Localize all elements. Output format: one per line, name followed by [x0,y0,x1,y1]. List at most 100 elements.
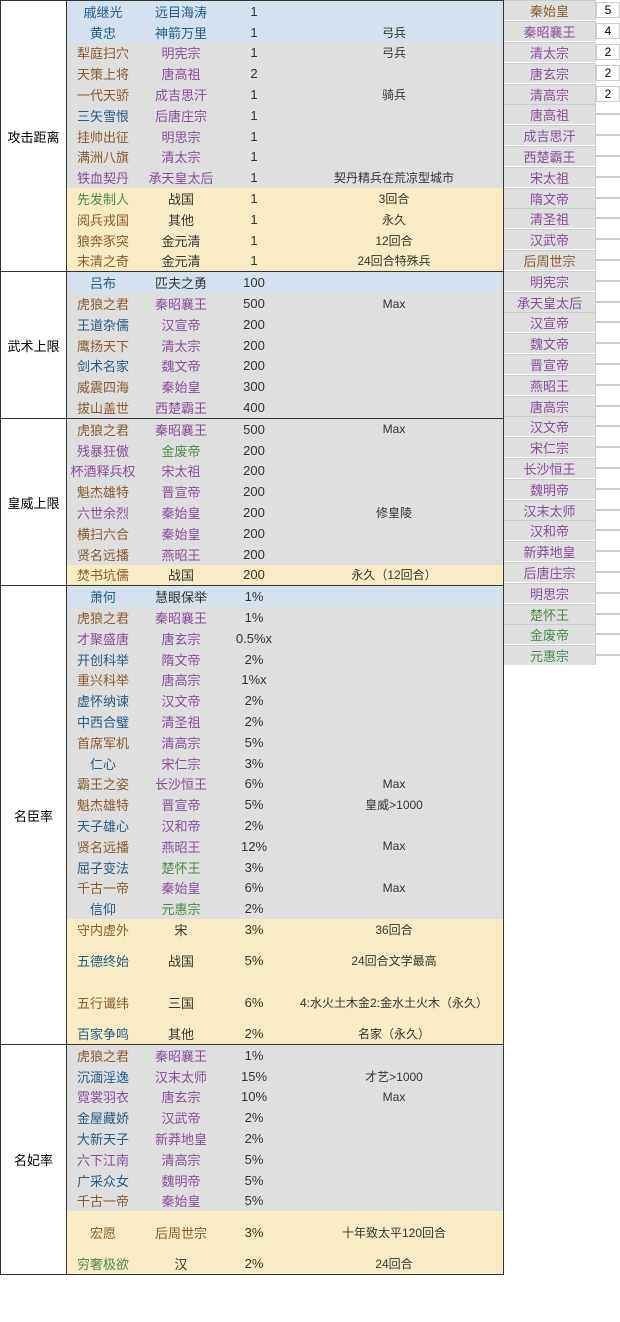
value: 5% [223,797,285,812]
table-row: 穷奢极欲汉2%24回合 [67,1253,503,1274]
value: 200 [223,317,285,332]
source-name: 秦始皇 [139,878,223,897]
skill-name: 萧何 [67,587,139,606]
table-row: 魁杰雄特晋宣帝5%皇威>1000 [67,794,503,815]
side-row: 燕昭王 [504,374,620,395]
side-value [596,384,620,386]
category-label: 武术上限 [1,272,67,418]
value: 400 [223,400,285,415]
side-value [596,529,620,531]
table-row: 守内虚外宋3%36回合 [67,919,503,940]
side-row: 汉武帝 [504,229,620,250]
table-row: 虚怀纳谏汉文帝2% [67,690,503,711]
skill-name: 仁心 [67,754,139,773]
note: Max [285,881,503,895]
skill-name: 魁杰雄特 [67,482,139,501]
table-row: 拔山盖世西楚霸王400 [67,397,503,418]
side-name: 燕昭王 [504,375,596,395]
source-name: 楚怀王 [139,858,223,877]
note: 骑兵 [285,86,503,103]
side-row: 清太宗2 [504,42,620,63]
skill-name: 大新天子 [67,1129,139,1148]
note: 十年致太平120回合 [285,1224,503,1241]
value: 200 [223,338,285,353]
side-row: 汉末太师 [504,499,620,520]
table-row: 狼奔豕突金元清112回合 [67,230,503,251]
value: 3% [223,1225,285,1240]
source-name: 后唐庄宗 [139,106,223,125]
skill-name: 剑术名家 [67,356,139,375]
table-row: 宏愿后周世宗3%十年致太平120回合 [67,1211,503,1253]
skill-name: 虎狼之君 [67,1046,139,1065]
side-value [596,301,620,303]
skill-name: 末清之奇 [67,251,139,270]
side-value [596,509,620,511]
skill-name: 六下江南 [67,1150,139,1169]
value: 1 [223,25,285,40]
side-value [596,654,620,656]
note: Max [285,1090,503,1104]
table-row: 开创科举隋文帝2% [67,649,503,670]
source-name: 明宪宗 [139,43,223,62]
skill-name: 穷奢极欲 [67,1254,139,1273]
skill-name: 宏愿 [67,1223,139,1242]
source-name: 慧眼保举 [139,587,223,606]
value: 200 [223,463,285,478]
value: 1 [223,87,285,102]
source-name: 长沙恒王 [139,774,223,793]
value: 1% [223,1048,285,1063]
skill-name: 六世余烈 [67,503,139,522]
table-row: 吕布匹夫之勇100 [67,272,503,293]
skill-name: 信仰 [67,899,139,918]
note: 24回合特殊兵 [285,252,503,269]
side-row: 唐高宗 [504,395,620,416]
table-row: 魁杰雄特晋宣帝200 [67,481,503,502]
value: 500 [223,296,285,311]
side-row: 楚怀王 [504,603,620,624]
source-name: 秦昭襄王 [139,294,223,313]
table-row: 铁血契丹承天皇太后1契丹精兵在荒凉型城市 [67,167,503,188]
value: 1 [223,212,285,227]
side-name: 清圣祖 [504,208,596,228]
side-value [596,280,620,282]
side-name: 元惠宗 [504,645,596,665]
skill-name: 五行谶纬 [67,993,139,1012]
table-row: 天策上将唐高祖2 [67,63,503,84]
side-name: 汉末太师 [504,500,596,520]
skill-name: 屈子变法 [67,858,139,877]
value: 1 [223,233,285,248]
source-name: 清太宗 [139,336,223,355]
table-row: 先发制人战国13回合 [67,188,503,209]
source-name: 隋文帝 [139,650,223,669]
source-name: 燕昭王 [139,837,223,856]
table-row: 三矢雪恨后唐庄宗1 [67,105,503,126]
value: 1 [223,45,285,60]
side-row: 明宪宗 [504,270,620,291]
side-list: 秦始皇5秦昭襄王4清太宗2唐玄宗2清高宗2唐高祖成吉思汗西楚霸王宋太祖隋文帝清圣… [504,0,620,1275]
side-name: 西楚霸王 [504,146,596,166]
value: 200 [223,484,285,499]
category-label: 皇威上限 [1,419,67,585]
source-name: 匹夫之勇 [139,273,223,292]
side-name: 汉文帝 [504,416,596,436]
value: 6% [223,776,285,791]
side-name: 明宪宗 [504,271,596,291]
source-name: 秦昭襄王 [139,420,223,439]
skill-name: 残暴狂傲 [67,441,139,460]
source-name: 汉武帝 [139,1108,223,1127]
rows: 戚继光远目海涛1黄忠神箭万里1弓兵犁庭扫穴明宪宗1弓兵天策上将唐高祖2一代天骄成… [67,1,503,271]
rows: 萧何慧眼保举1%虎狼之君秦昭襄王1%才聚盛唐唐玄宗0.5%x开创科举隋文帝2%重… [67,586,503,1044]
source-name: 燕昭王 [139,545,223,564]
side-row: 隋文帝 [504,187,620,208]
side-value [596,217,620,219]
side-value: 4 [596,23,620,39]
value: 5% [223,1152,285,1167]
value: 5% [223,953,285,968]
source-name: 晋宣帝 [139,482,223,501]
source-name: 宋仁宗 [139,754,223,773]
skill-name: 鹰扬天下 [67,336,139,355]
source-name: 秦昭襄王 [139,608,223,627]
source-name: 汉末太师 [139,1067,223,1086]
skill-name: 天子雄心 [67,816,139,835]
skill-name: 先发制人 [67,189,139,208]
